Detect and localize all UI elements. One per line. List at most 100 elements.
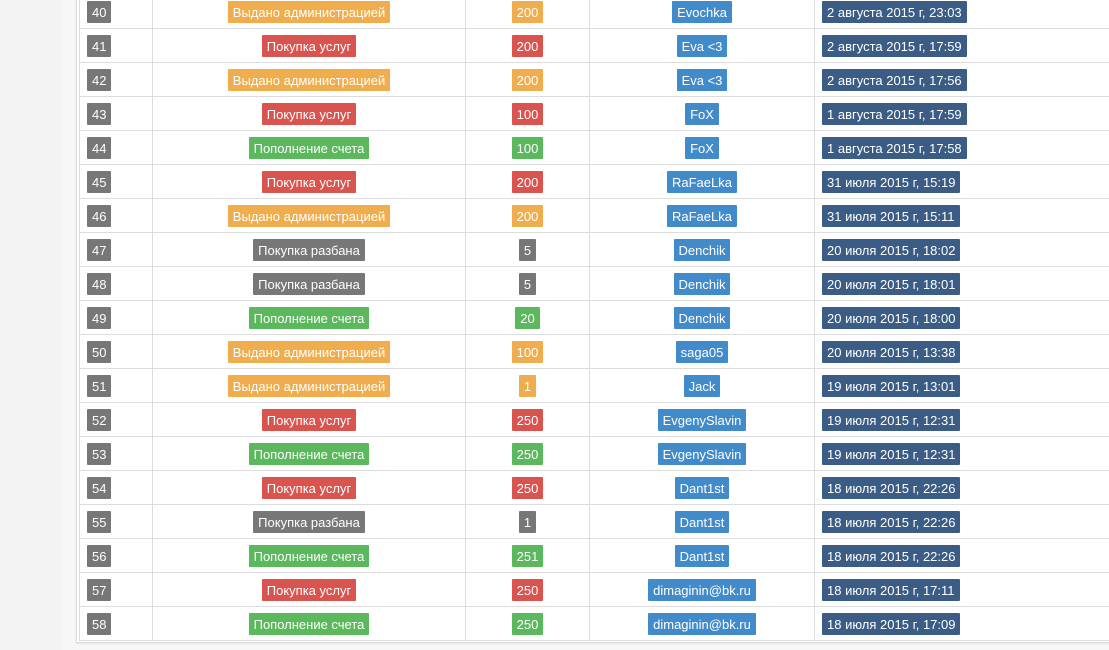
table-cell: Dant1st (589, 538, 815, 573)
table-cell: 200 (465, 0, 590, 29)
date-label: 18 июля 2015 г, 22:26 (822, 476, 961, 499)
id-label: 50 (87, 340, 112, 363)
type-label: Пополнение счета (248, 612, 370, 635)
amount-label: 200 (511, 0, 544, 23)
table-cell: 250 (465, 470, 590, 505)
table-cell: 18 июля 2015 г, 17:11 (814, 572, 1109, 607)
amount-label: 250 (511, 476, 544, 499)
amount-label: 200 (511, 34, 544, 57)
id-label: 41 (87, 34, 112, 57)
table-cell: 250 (465, 436, 590, 471)
table-cell: Eva <3 (589, 28, 815, 63)
table-cell: 18 июля 2015 г, 17:09 (814, 606, 1109, 641)
table-cell: 200 (465, 164, 590, 199)
table-cell: Выдано администрацией (152, 334, 466, 369)
table-cell: Покупка услуг (152, 164, 466, 199)
table-row: 50 Выдано администрацией 100 saga05 20 июля … (79, 334, 1109, 369)
date-label: 1 августа 2015 г, 17:59 (822, 102, 967, 125)
date-label: 19 июля 2015 г, 12:31 (822, 442, 961, 465)
transactions-table: 40 Выдано администрацией 200 Evochka 2 авгус… (79, 0, 1109, 641)
table-cell: Покупка услуг (152, 28, 466, 63)
date-label: 18 июля 2015 г, 17:11 (822, 578, 960, 601)
table-cell: 1 августа 2015 г, 17:58 (814, 130, 1109, 165)
table-row: 41 Покупка услуг 200 Eva <3 2 августа 2015 г… (79, 28, 1109, 63)
id-label: 47 (87, 238, 112, 261)
table-cell: EvgenySlavin (589, 436, 815, 471)
type-label: Пополнение счета (248, 306, 370, 329)
id-label: 40 (87, 0, 112, 23)
table-cell: 20 июля 2015 г, 18:00 (814, 300, 1109, 335)
table-cell: 51 (79, 368, 153, 403)
id-label: 52 (87, 408, 112, 431)
table-row: 52 Покупка услуг 250 EvgenySlavin 19 июля 20… (79, 402, 1109, 437)
amount-label: 250 (511, 442, 544, 465)
type-label: Выдано администрацией (227, 204, 391, 227)
id-label: 44 (87, 136, 112, 159)
type-label: Покупка услуг (261, 578, 357, 601)
table-cell: 251 (465, 538, 590, 573)
table-cell: 250 (465, 402, 590, 437)
table-cell: 1 (465, 504, 590, 539)
table-cell: 54 (79, 470, 153, 505)
table-cell: 2 августа 2015 г, 23:03 (814, 0, 1109, 29)
table-cell: 2 августа 2015 г, 17:59 (814, 28, 1109, 63)
user-label: dimaginin@bk.ru (648, 578, 756, 601)
table-cell: 200 (465, 62, 590, 97)
table-row: 56 Пополнение счета 251 Dant1st 18 июля 2015… (79, 538, 1109, 573)
table-cell: 18 июля 2015 г, 22:26 (814, 504, 1109, 539)
date-label: 18 июля 2015 г, 17:09 (822, 612, 961, 635)
table-row: 58 Пополнение счета 250 dimaginin@bk.ru 18 и… (79, 606, 1109, 641)
type-label: Выдано администрацией (227, 340, 391, 363)
table-cell: Denchik (589, 232, 815, 267)
id-label: 43 (87, 102, 112, 125)
date-label: 2 августа 2015 г, 17:56 (822, 68, 967, 91)
table-cell: 44 (79, 130, 153, 165)
user-label: Eva <3 (676, 34, 728, 57)
table-card: 40 Выдано администрацией 200 Evochka 2 авгус… (76, 0, 1109, 643)
table-cell: 48 (79, 266, 153, 301)
table-cell: 31 июля 2015 г, 15:19 (814, 164, 1109, 199)
table-cell: Пополнение счета (152, 606, 466, 641)
table-cell: 20 (465, 300, 590, 335)
id-label: 49 (87, 306, 112, 329)
table-cell: 19 июля 2015 г, 12:31 (814, 402, 1109, 437)
table-row: 47 Покупка разбана 5 Denchik 20 июля 2015 г,… (79, 232, 1109, 267)
amount-label: 1 (518, 374, 537, 397)
table-row: 44 Пополнение счета 100 FoX 1 августа 2015 г… (79, 130, 1109, 165)
type-label: Покупка разбана (253, 510, 365, 533)
table-cell: 42 (79, 62, 153, 97)
table-cell: 41 (79, 28, 153, 63)
table-cell: Покупка разбана (152, 266, 466, 301)
table-cell: 100 (465, 334, 590, 369)
type-label: Покупка услуг (261, 476, 357, 499)
table-cell: 31 июля 2015 г, 15:11 (814, 198, 1109, 233)
type-label: Покупка разбана (253, 272, 365, 295)
table-cell: 5 (465, 266, 590, 301)
id-label: 57 (87, 578, 112, 601)
table-cell: 18 июля 2015 г, 22:26 (814, 470, 1109, 505)
amount-label: 250 (511, 612, 544, 635)
amount-label: 200 (511, 170, 544, 193)
type-label: Пополнение счета (248, 442, 370, 465)
table-cell: 2 августа 2015 г, 17:56 (814, 62, 1109, 97)
id-label: 42 (87, 68, 112, 91)
table-cell: Dant1st (589, 470, 815, 505)
table-cell: 45 (79, 164, 153, 199)
table-cell: Пополнение счета (152, 436, 466, 471)
table-cell: 47 (79, 232, 153, 267)
date-label: 19 июля 2015 г, 13:01 (822, 374, 961, 397)
type-label: Покупка разбана (253, 238, 365, 261)
user-label: FoX (685, 102, 719, 125)
table-cell: Покупка разбана (152, 504, 466, 539)
table-cell: 100 (465, 130, 590, 165)
date-label: 31 июля 2015 г, 15:11 (822, 204, 960, 227)
user-label: RaFaeLka (667, 204, 737, 227)
user-label: Evochka (672, 0, 732, 23)
id-label: 51 (87, 374, 112, 397)
date-label: 2 августа 2015 г, 23:03 (822, 0, 967, 23)
table-cell: 50 (79, 334, 153, 369)
amount-label: 251 (511, 544, 544, 567)
date-label: 31 июля 2015 г, 15:19 (822, 170, 961, 193)
